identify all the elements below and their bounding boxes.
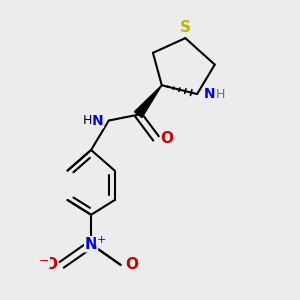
Text: H: H [83,114,93,127]
Text: −: − [39,255,49,268]
Text: O: O [125,257,138,272]
Text: O: O [160,131,174,146]
Text: H: H [215,88,225,100]
Text: N: N [92,114,103,128]
Text: N: N [85,237,98,252]
Text: N: N [204,87,215,101]
Text: +: + [96,235,106,245]
Text: O: O [44,257,57,272]
Text: S: S [180,20,191,34]
Polygon shape [134,85,162,118]
